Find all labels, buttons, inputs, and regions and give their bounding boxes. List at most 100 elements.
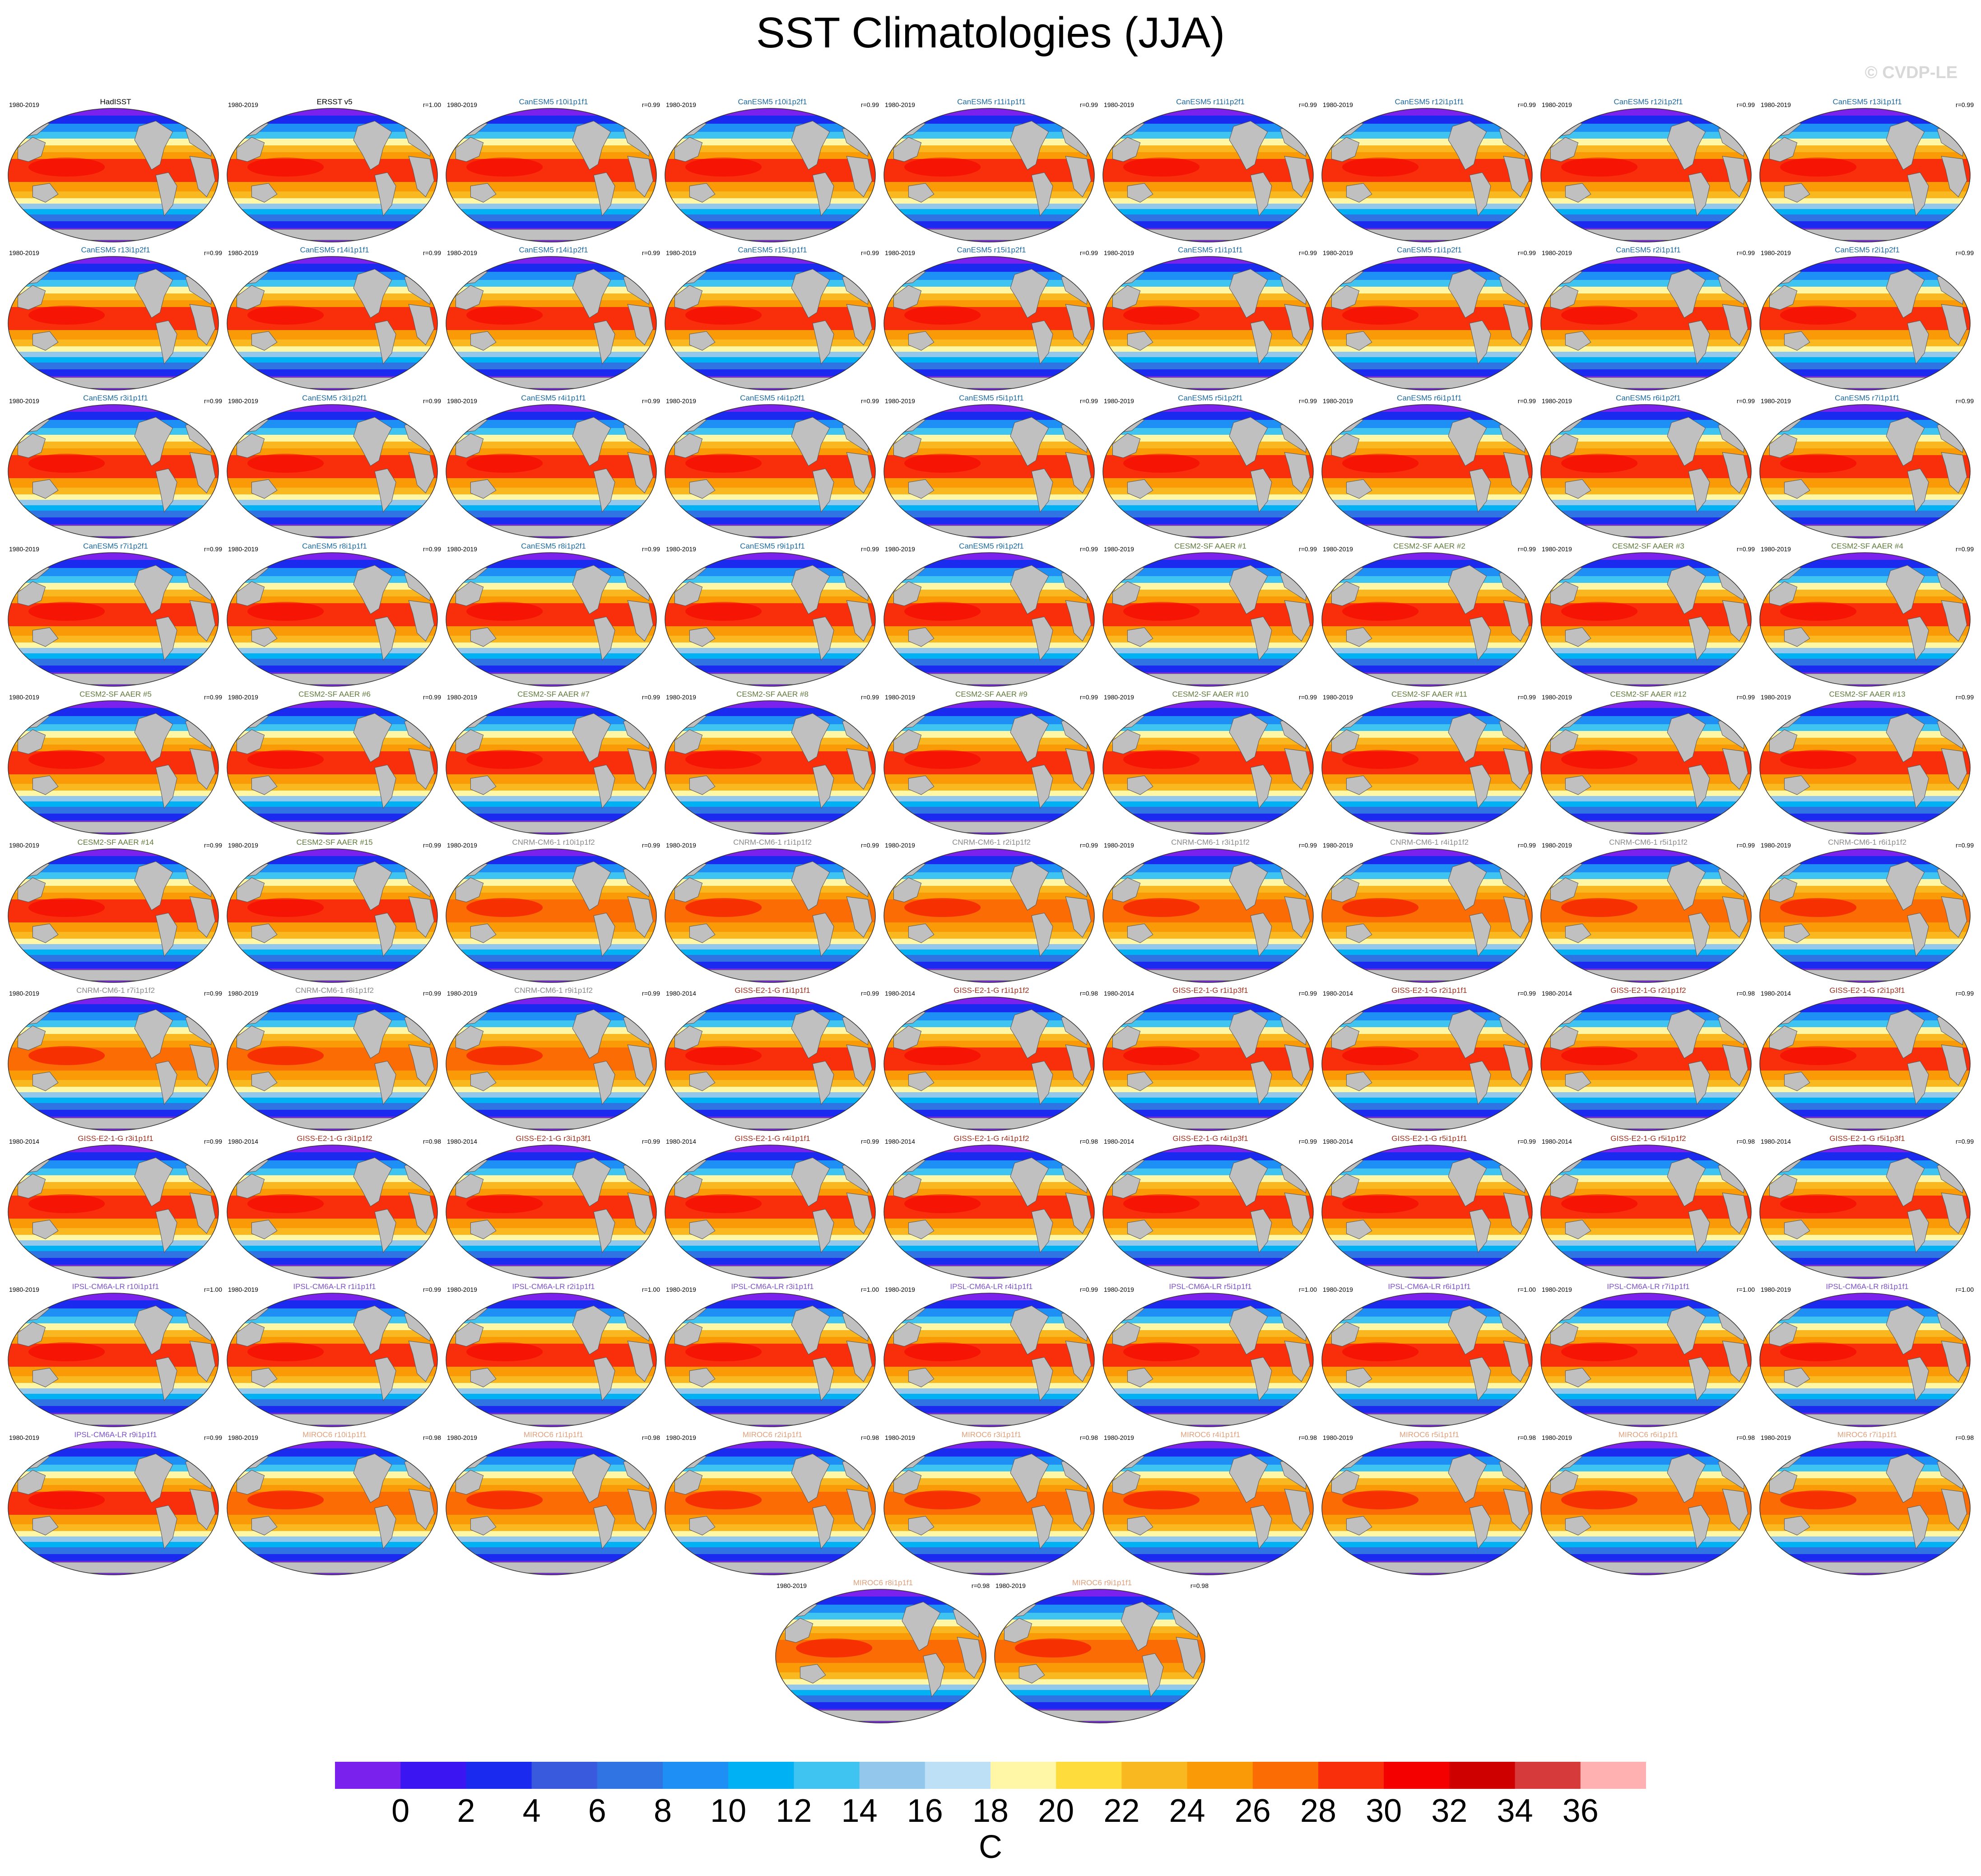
land-mass: [1065, 896, 1092, 938]
sst-band: [665, 701, 875, 708]
land-mass: [18, 1173, 46, 1199]
warm-pool: [1342, 602, 1419, 621]
land-mass: [461, 1266, 641, 1277]
panel-years: 1980-2019: [1323, 1286, 1353, 1293]
land-mass: [189, 452, 216, 493]
panel-title: CESM2-SF AAER #1: [1174, 542, 1246, 550]
panel-years: 1980-2019: [9, 101, 39, 108]
panel-years: 1980-2019: [9, 545, 39, 553]
colorbar-tick: 14: [841, 1793, 878, 1829]
sst-band: [8, 745, 219, 752]
sst-map-panel: 1980-2019 CNRM-CM6-1 r10i1p1f2 r=0.99: [445, 836, 662, 992]
sst-band: [1760, 1004, 1970, 1013]
sst-map-panel: 1980-2019 MIROC6 r5i1p1f1 r=0.98: [1321, 1429, 1538, 1584]
land-mass: [1503, 156, 1530, 197]
sst-band: [446, 221, 656, 228]
sst-band: [227, 363, 437, 370]
panel-pattern-correlation: r=0.99: [423, 545, 441, 553]
warm-pool: [466, 454, 543, 473]
panel-years: 1980-2014: [666, 1138, 696, 1145]
sst-band: [1541, 997, 1751, 1005]
sst-band: [446, 1246, 656, 1252]
land-mass: [689, 331, 716, 351]
sst-band: [1103, 500, 1313, 506]
land-mass: [1031, 1061, 1053, 1105]
sst-band: [1760, 108, 1970, 116]
land-mass: [189, 896, 216, 938]
panel-title: CanESM5 r7i1p1f1: [1835, 394, 1900, 402]
land-mass: [627, 1044, 654, 1086]
land-mass: [1337, 229, 1517, 241]
sst-band: [1322, 738, 1532, 745]
sst-map: [1759, 1145, 1971, 1279]
land-mass: [1556, 377, 1736, 389]
sst-map: [1759, 552, 1971, 687]
sst-band: [1103, 1542, 1313, 1548]
sst-band: [446, 1145, 656, 1153]
sst-band: [995, 1589, 1205, 1597]
land-mass: [1284, 452, 1311, 493]
land-mass: [1112, 729, 1141, 754]
land-mass: [1331, 285, 1360, 310]
land-mass: [23, 1266, 203, 1277]
sst-band: [665, 553, 875, 560]
sst-band: [227, 807, 437, 814]
sst-band: [446, 363, 656, 370]
sst-band: [665, 500, 875, 506]
land-mass: [1503, 600, 1530, 642]
land-mass: [461, 1117, 641, 1129]
land-mass: [1331, 433, 1360, 458]
warm-pool: [1123, 750, 1200, 769]
land-mass: [1337, 1562, 1517, 1573]
land-mass: [1784, 1220, 1810, 1239]
land-mass: [1031, 172, 1053, 217]
sst-band: [8, 300, 219, 307]
land-mass: [1941, 1341, 1967, 1382]
sst-band: [227, 145, 437, 153]
land-mass: [1769, 137, 1798, 162]
land-mass: [353, 269, 392, 318]
warm-pool: [247, 898, 324, 917]
panel-pattern-correlation: r=1.00: [1298, 1286, 1317, 1293]
sst-band: [665, 560, 875, 568]
sst-band: [1103, 363, 1313, 370]
sst-band: [1103, 807, 1313, 814]
sst-map: [1321, 256, 1533, 391]
sst-map-panel: 1980-2019 IPSL-CM6A-LR r2i1p1f1 r=1.00: [445, 1280, 662, 1436]
sst-band: [884, 1041, 1094, 1048]
land-mass: [899, 821, 1079, 833]
sst-band: [446, 701, 656, 708]
land-mass: [627, 748, 654, 790]
land-mass: [237, 877, 265, 903]
sst-band: [665, 666, 875, 673]
sst-band: [1103, 1004, 1313, 1013]
sst-band: [1322, 293, 1532, 301]
panel-pattern-correlation: r=0.99: [1517, 397, 1536, 405]
panel-years: 1980-2019: [228, 545, 258, 553]
sst-band: [665, 517, 875, 525]
sst-band: [1322, 648, 1532, 654]
sst-band: [884, 1189, 1094, 1196]
sst-map-panel: 1980-2019 CESM2-SF AAER #9 r=0.99: [883, 688, 1100, 844]
warm-pool: [466, 306, 543, 325]
panel-pattern-correlation: r=1.00: [860, 1286, 879, 1293]
land-mass: [32, 627, 59, 647]
land-mass: [470, 923, 497, 943]
land-mass: [1722, 1044, 1748, 1086]
panel-title: IPSL-CM6A-LR r10i1p1f1: [72, 1282, 159, 1291]
sst-band: [1322, 1478, 1532, 1485]
sst-band: [884, 1110, 1094, 1117]
sst-map: [884, 552, 1095, 687]
sst-band: [1760, 997, 1970, 1005]
sst-band: [1541, 1394, 1751, 1400]
warm-pool: [1561, 1194, 1638, 1213]
land-mass: [1503, 1044, 1530, 1086]
land-mass: [134, 417, 173, 466]
sst-map: [884, 1441, 1095, 1575]
sst-band: [1760, 1041, 1970, 1048]
sst-band: [8, 708, 219, 717]
warm-pool: [685, 898, 762, 917]
sst-map: [1540, 1145, 1752, 1279]
sst-map-panel: 1980-2019 CanESM5 r8i1p2f1 r=0.99: [445, 540, 662, 696]
land-mass: [155, 172, 177, 217]
